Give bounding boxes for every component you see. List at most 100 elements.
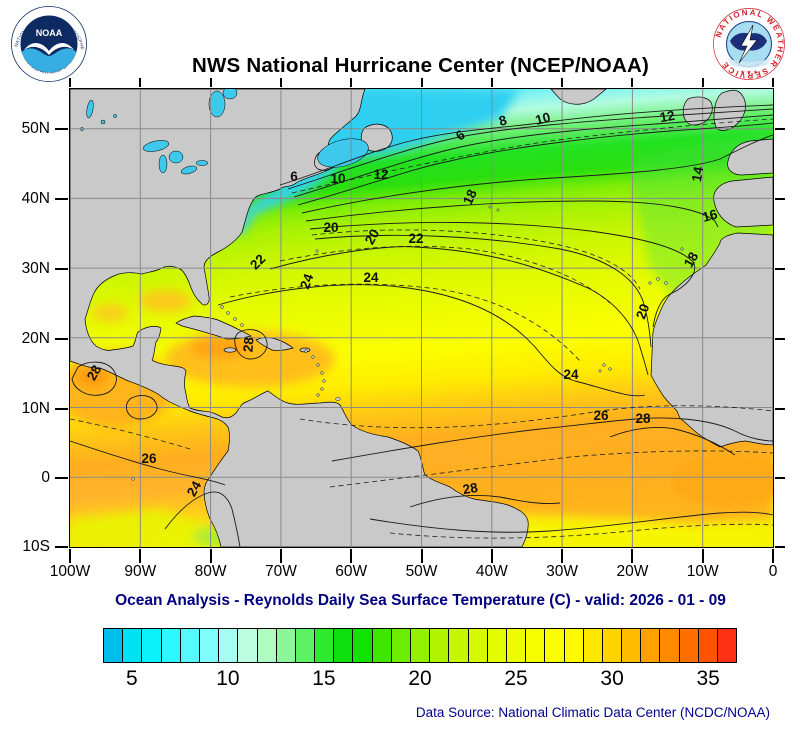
colorbar-cell [449,629,469,662]
y-axis-tick [55,338,68,341]
colorbar-cell [142,629,162,662]
x-axis-tick-top [701,78,704,87]
contour-label: 20 [362,226,383,247]
colorbar-cell [526,629,546,662]
colorbar-cell [679,629,699,662]
contour-label: 12 [373,167,388,182]
contour-label: 26 [141,451,157,466]
y-axis-tick-right [775,546,785,548]
y-axis-label: 30N [21,259,50,277]
x-axis-label: 100W [49,563,91,580]
colorbar-cell [430,629,450,662]
colorbar-cell [564,629,584,662]
colorbar-cell [180,629,200,662]
colorbar-cell [315,629,335,662]
colorbar-cell [123,629,143,662]
colorbar-cell [104,629,124,662]
contour-label: 6 [290,169,298,184]
noaa-logo: NATIONAL OCEANIC AND ATMOSPHERIC ADMINIS… [10,5,87,82]
x-axis-label: 60W [335,563,368,580]
x-axis-tick [350,549,353,563]
colorbar-cell [718,629,737,662]
x-axis-tick [561,549,564,563]
colorbar-tick-label: 20 [408,667,432,690]
y-axis-tick [55,267,68,270]
contour-label: 20 [323,220,338,235]
land-africa [650,232,773,448]
colorbar-cell [161,629,181,662]
colorbar-cell [199,629,220,662]
noaa-emblem-sea [21,48,77,73]
land-greenland-tip [550,89,607,105]
colorbar-cell [545,629,565,662]
graticule [70,89,773,547]
colorbar-cell [219,629,239,662]
colorbar-cell [391,629,411,662]
x-axis-label: 80W [194,563,227,580]
data-source-note: Data Source: National Climatic Data Cent… [415,705,770,720]
colorbar-cell [238,629,258,662]
x-axis-label: 50W [405,563,438,580]
x-axis-tick [69,549,71,563]
nws-stars: ★ ★ ★ [740,69,758,76]
colorbar-tick-labels: 5 10 15 20 25 30 35 [103,667,737,693]
y-axis-label: 20N [21,330,50,348]
colorbar-cell [641,629,661,662]
colorbar-cell [487,629,507,662]
colorbar-cell [411,629,431,662]
y-axis-tick-right [775,197,785,200]
contour-label: 24 [297,271,316,291]
y-axis-tick [55,546,68,548]
x-axis-label: 90W [124,563,157,580]
x-axis-tick [209,549,212,563]
contour-label: 26 [593,408,609,423]
contour-label: 22 [408,231,423,246]
x-axis-tick-top [350,78,353,87]
x-axis-tick [490,549,493,563]
noaa-seagull-icon [24,43,74,55]
contour-label: 18 [460,187,480,207]
x-axis-label: 0 [768,563,778,580]
x-axis-tick [420,549,423,563]
x-axis-tick [631,549,634,563]
x-axis-tick-top [69,78,71,87]
x-axis-tick-top [279,78,282,87]
contour-label: 20 [633,302,652,321]
x-axis-label: 70W [264,563,297,580]
temperature-colorbar [103,628,737,663]
y-axis-tick [55,197,68,200]
land-france [727,138,773,176]
x-axis-tick-top [420,78,423,87]
y-axis-tick-right [775,338,785,341]
x-axis-label: 40W [475,563,508,580]
land-jamaica [223,347,237,353]
contour-label: 8 [497,112,509,129]
land-britain [713,89,746,131]
y-axis-label: 40N [21,189,50,207]
x-axis-tick-top [631,78,634,87]
x-axis-tick-top [561,78,564,87]
lakes [80,89,369,175]
contour-label: 24 [184,478,205,499]
y-axis-label: 10S [22,538,50,555]
noaa-acronym: NOAA [36,28,63,38]
colorbar-cell [468,629,488,662]
colorbar-cell [334,629,354,662]
y-axis-tick [55,476,68,479]
x-axis-label: 20W [616,563,649,580]
x-axis-label: 10W [686,563,719,580]
colorbar-cell [257,629,277,662]
y-axis-tick-right [775,267,785,270]
colorbar-cell [276,629,296,662]
y-axis-label: 10N [21,400,50,418]
nws-wave [727,58,771,68]
colorbar-cell [295,629,316,662]
y-axis-tick-right [775,408,785,411]
colorbar-cell [622,629,642,662]
colorbar-tick-label: 30 [600,667,624,690]
colorbar-cell [353,629,373,662]
x-axis-tick [279,549,282,563]
colorbar-tick-label: 25 [504,667,528,690]
